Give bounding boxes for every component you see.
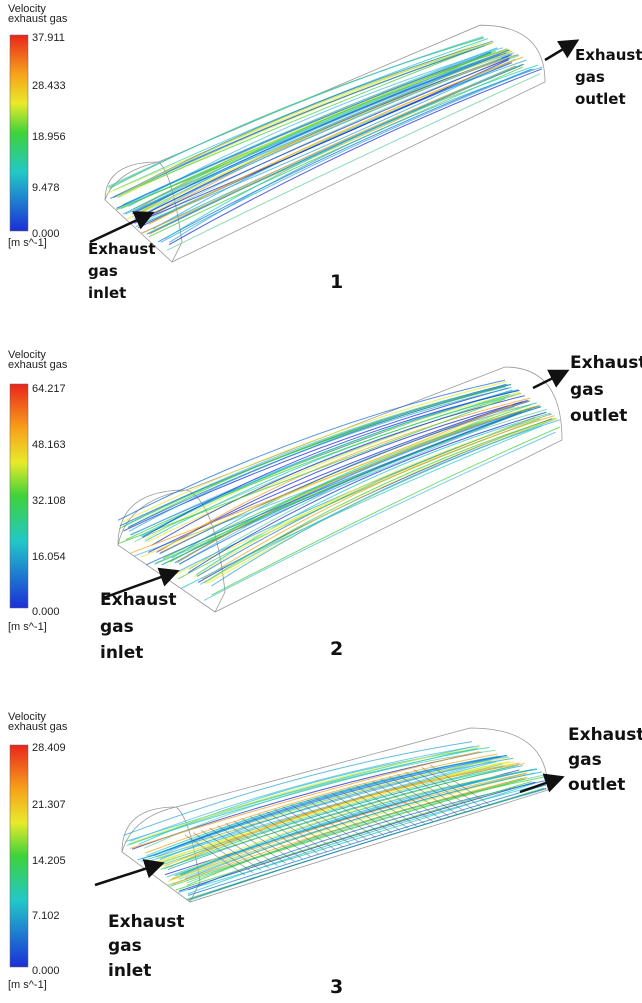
colorbar-tick-label: 14.205: [32, 855, 66, 867]
inlet-label: Exhaust: [88, 240, 156, 258]
streamline: [119, 42, 494, 197]
colorbar: [10, 35, 28, 231]
inlet-label: gas: [108, 936, 142, 956]
colorbar-tick-label: 48.163: [32, 439, 66, 451]
arrow: [545, 42, 575, 60]
colorbar-tick-label: 28.433: [32, 80, 66, 92]
inlet-label: gas: [100, 617, 134, 637]
legend-unit: [m s^-1]: [8, 979, 47, 991]
streamline: [169, 69, 542, 245]
colorbar-tick-label: 21.307: [32, 799, 66, 811]
colorbar: [10, 384, 28, 608]
streamline: [110, 46, 485, 199]
streamline: [161, 69, 534, 242]
inlet-label: Exhaust: [100, 590, 177, 610]
streamline: [169, 67, 542, 242]
panel-number: 3: [330, 976, 343, 998]
legend-subtitle: exhaust gas: [8, 13, 68, 25]
colorbar-tick-label: 9.478: [32, 182, 60, 194]
colorbar-tick-label: 7.102: [32, 910, 60, 922]
inlet-label: gas: [88, 262, 118, 280]
inlet-label: inlet: [108, 961, 151, 981]
legend-subtitle: exhaust gas: [8, 721, 68, 733]
outlet-label: outlet: [575, 90, 626, 108]
panels: Velocityexhaust gas37.91128.43318.9569.4…: [8, 3, 642, 998]
duct-outline: [122, 728, 548, 902]
colorbar-tick-label: 28.409: [32, 742, 66, 754]
outlet-label: Exhaust: [568, 725, 642, 745]
outlet-label: gas: [568, 750, 602, 770]
inlet-label: Exhaust: [108, 912, 185, 932]
legend-unit: [m s^-1]: [8, 621, 47, 633]
colorbar-tick-label: 32.108: [32, 495, 66, 507]
figure: Velocityexhaust gas37.91128.43318.9569.4…: [0, 0, 642, 1003]
outlet-label: gas: [570, 380, 604, 400]
colorbar-tick-label: 64.217: [32, 383, 66, 395]
panel-number: 1: [330, 271, 343, 293]
streamline: [147, 66, 521, 235]
arrow: [90, 214, 150, 242]
colorbar-tick-label: 18.956: [32, 131, 66, 143]
outlet-label: outlet: [570, 406, 627, 426]
colorbar: [10, 745, 28, 967]
arrow: [533, 372, 565, 388]
panel-number: 2: [330, 638, 343, 660]
inlet-label: inlet: [100, 643, 143, 663]
legend-subtitle: exhaust gas: [8, 359, 68, 371]
colorbar-tick-label: 0.000: [32, 606, 60, 618]
outlet-label: outlet: [568, 775, 625, 795]
outlet-label: gas: [575, 68, 605, 86]
inlet-label: inlet: [88, 284, 126, 302]
outlet-label: Exhaust: [575, 46, 642, 64]
panel: Velocityexhaust gas37.91128.43318.9569.4…: [8, 3, 642, 302]
arrow: [95, 864, 160, 885]
streamline: [149, 64, 523, 233]
legend-unit: [m s^-1]: [8, 237, 47, 249]
panel: Velocityexhaust gas28.40921.30714.2057.1…: [8, 711, 642, 998]
outlet-label: Exhaust: [570, 353, 642, 373]
colorbar-tick-label: 37.911: [32, 32, 65, 44]
colorbar-tick-label: 16.054: [32, 551, 66, 563]
colorbar-tick-label: 0.000: [32, 965, 60, 977]
